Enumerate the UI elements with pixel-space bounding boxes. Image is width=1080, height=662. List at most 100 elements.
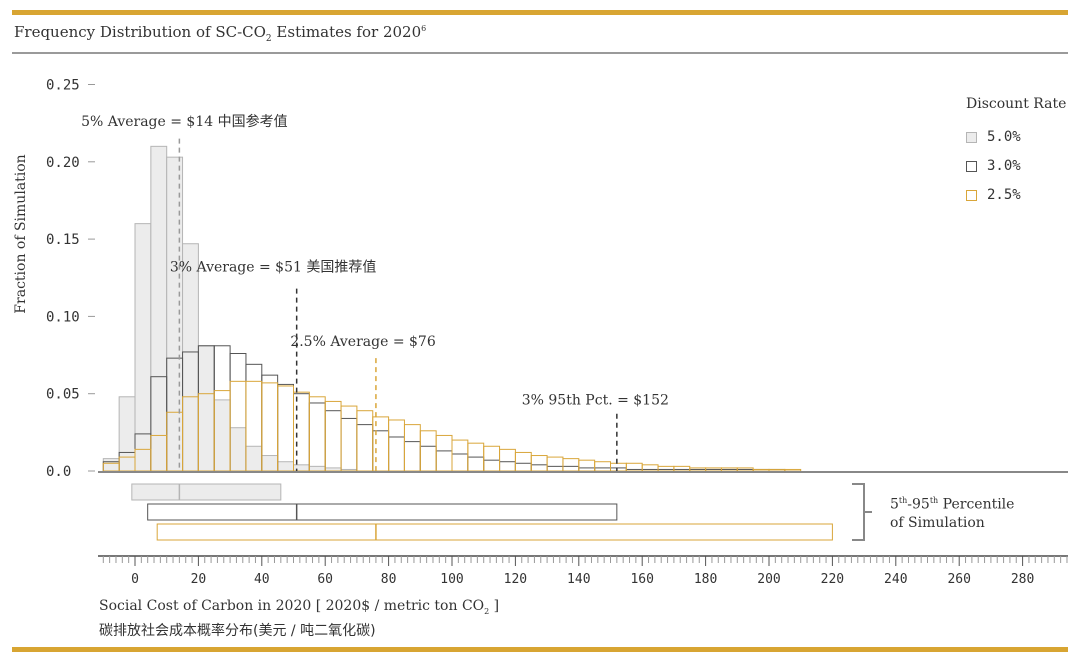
histogram-bar [356, 410, 374, 472]
histogram-bar [213, 399, 231, 472]
histogram-bar [768, 468, 786, 472]
legend-item-2-5: 2.5% [966, 186, 1021, 204]
legend-swatch-3-0 [966, 160, 977, 172]
x-tick-label: 260 [947, 572, 970, 587]
histogram-bar [435, 434, 453, 472]
reference-label: 2.5% Average = $76 [290, 334, 435, 350]
legend-label-2-5: 2.5% [987, 187, 1021, 203]
histogram-bar [514, 451, 532, 472]
y-tick-layer: 0.0 0.05 0.10 0.15 0.20 0.25 [46, 78, 95, 480]
histogram-bar [261, 455, 279, 472]
x-axis-label-chinese: 碳排放社会成本概率分布(美元 / 吨二氧化碳) [99, 623, 376, 639]
y-tick-label: 0.0 [46, 464, 71, 480]
x-axis-label: Social Cost of Carbon in 2020 [ 2020$ / … [99, 598, 500, 616]
legend-swatch-5-0 [966, 131, 977, 143]
legend-label-3-0: 3.0% [987, 158, 1021, 174]
title-divider [12, 52, 1068, 54]
reference-label: 3% 95th Pct. = $152 [522, 393, 669, 409]
histogram-bar [324, 410, 342, 472]
histogram-bar [419, 445, 437, 472]
histogram-bar [388, 419, 405, 472]
histogram-bar [118, 396, 136, 472]
histogram-bar [245, 445, 263, 472]
histogram-bar [530, 464, 548, 472]
reference-label: 5% Average = $14 中国参考值 [81, 113, 287, 130]
histogram-bar [277, 385, 294, 472]
histogram-bar [277, 383, 294, 472]
histogram-bar [308, 465, 326, 472]
x-axis: 0 20 40 60 80 100 120 140 160 180 200 220 240 260 280 [98, 471, 1068, 587]
legend-item-5-0: 5.0% [966, 128, 1021, 146]
figure-title: Frequency Distribution of SC-CO2 Estimat… [14, 23, 427, 44]
histogram-bar [514, 462, 532, 472]
histogram-bar [229, 427, 247, 472]
histogram-bar [483, 459, 501, 472]
histogram-bar [784, 468, 802, 472]
x-tick-label: 100 [440, 572, 463, 587]
histogram-bar [610, 462, 627, 472]
histogram-bar [499, 461, 516, 472]
histogram-bar [594, 461, 612, 472]
histogram-bar [293, 393, 310, 472]
histogram-bar [562, 458, 580, 472]
top-accent-rule [12, 10, 1068, 15]
histogram-bar [324, 400, 342, 472]
series-5-bars [102, 145, 358, 472]
x-tick-label: 200 [757, 572, 780, 587]
histogram-bar [340, 417, 358, 472]
histogram-bar [340, 405, 358, 472]
histogram-bar [483, 445, 501, 472]
percentile-range-boxes [131, 483, 872, 541]
x-tick-label: 280 [1011, 572, 1034, 587]
histogram-bar [293, 391, 310, 472]
histogram-bar [451, 453, 469, 472]
y-axis-label: Fraction of Simulation [13, 154, 29, 313]
x-tick-label: 120 [504, 572, 527, 587]
x-tick-label: 60 [317, 572, 333, 587]
histogram-bar [530, 455, 548, 472]
percentile-label: 5th-95th Percentile of Simulation [890, 492, 1014, 532]
histogram-bar [467, 456, 485, 472]
legend-item-3-0: 3.0% [966, 157, 1021, 175]
x-tick-label: 0 [131, 572, 139, 587]
x-tick-label: 180 [694, 572, 717, 587]
legend-swatch-2-5 [966, 189, 977, 201]
histogram-bar [356, 424, 374, 472]
histogram-bar [657, 465, 675, 472]
histogram-bar [293, 464, 310, 472]
histogram-bar [641, 464, 659, 472]
x-tick-label: 20 [191, 572, 207, 587]
histogram-bar [403, 424, 421, 472]
histogram-bar [182, 243, 199, 472]
x-tick-label: 160 [630, 572, 653, 587]
percentile-bracket [852, 483, 872, 541]
percentile-box [147, 503, 618, 521]
y-tick-label: 0.10 [46, 309, 80, 325]
histogram-bar [578, 459, 596, 472]
x-tick-label: 40 [254, 572, 270, 587]
histogram-bar [197, 345, 215, 472]
histogram-bar [102, 458, 120, 472]
x-tick-label: 240 [884, 572, 907, 587]
histogram-bar [150, 145, 168, 472]
x-tick-label: 80 [381, 572, 397, 587]
reference-label: 3% Average = $51 美国推荐值 [170, 260, 377, 276]
histogram-bar [673, 465, 691, 472]
histogram-bar [372, 416, 390, 472]
percentile-label-line2: of Simulation [890, 514, 985, 531]
histogram-bar [403, 441, 421, 472]
percentile-label-line1: 5th-95th Percentile [890, 496, 1015, 513]
percentile-box [156, 523, 833, 541]
y-tick-label: 0.05 [46, 387, 80, 403]
reference-lines: 5% Average = $14 中国参考值 3% Average = $51 美… [81, 113, 669, 471]
y-tick-label: 0.25 [46, 78, 80, 94]
histogram-bar [546, 465, 564, 472]
legend-label-5-0: 5.0% [987, 129, 1021, 145]
legend-title: Discount Rate [966, 96, 1067, 112]
histogram-bar [388, 436, 405, 472]
histogram-bar [277, 461, 294, 472]
histogram-bar [562, 465, 580, 472]
x-tick-label: 140 [567, 572, 590, 587]
histogram-bar [166, 156, 184, 472]
